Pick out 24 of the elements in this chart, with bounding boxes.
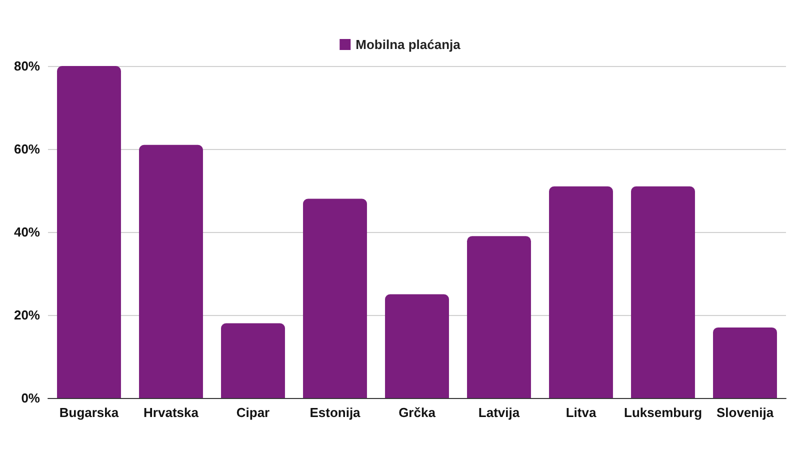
x-tick-label: Cipar (236, 405, 270, 420)
y-tick-label: 80% (14, 58, 40, 74)
bar (139, 144, 203, 398)
y-tick-label: 20% (14, 308, 40, 322)
x-tick-label: Hrvatska (144, 405, 200, 420)
x-tick-label: Slovenija (716, 405, 774, 420)
x-tick-label: Bugarska (59, 405, 120, 420)
legend-label: Mobilna plaćanja (356, 37, 462, 52)
y-tick-label: 60% (14, 142, 40, 156)
bar (303, 198, 367, 398)
y-tick-label: 40% (14, 224, 40, 240)
bar (221, 323, 285, 398)
bar (467, 236, 531, 398)
bar (631, 186, 695, 398)
x-tick-label: Latvija (478, 405, 520, 420)
x-tick-label: Grčka (398, 405, 436, 420)
x-tick-label: Estonija (310, 405, 362, 420)
x-tick-label: Litva (566, 405, 597, 420)
bar (549, 186, 613, 398)
bar (385, 294, 449, 398)
x-tick-label: Luksemburg (624, 405, 702, 420)
bar (713, 327, 777, 398)
y-tick-label: 0% (21, 390, 40, 406)
bar (57, 66, 121, 398)
